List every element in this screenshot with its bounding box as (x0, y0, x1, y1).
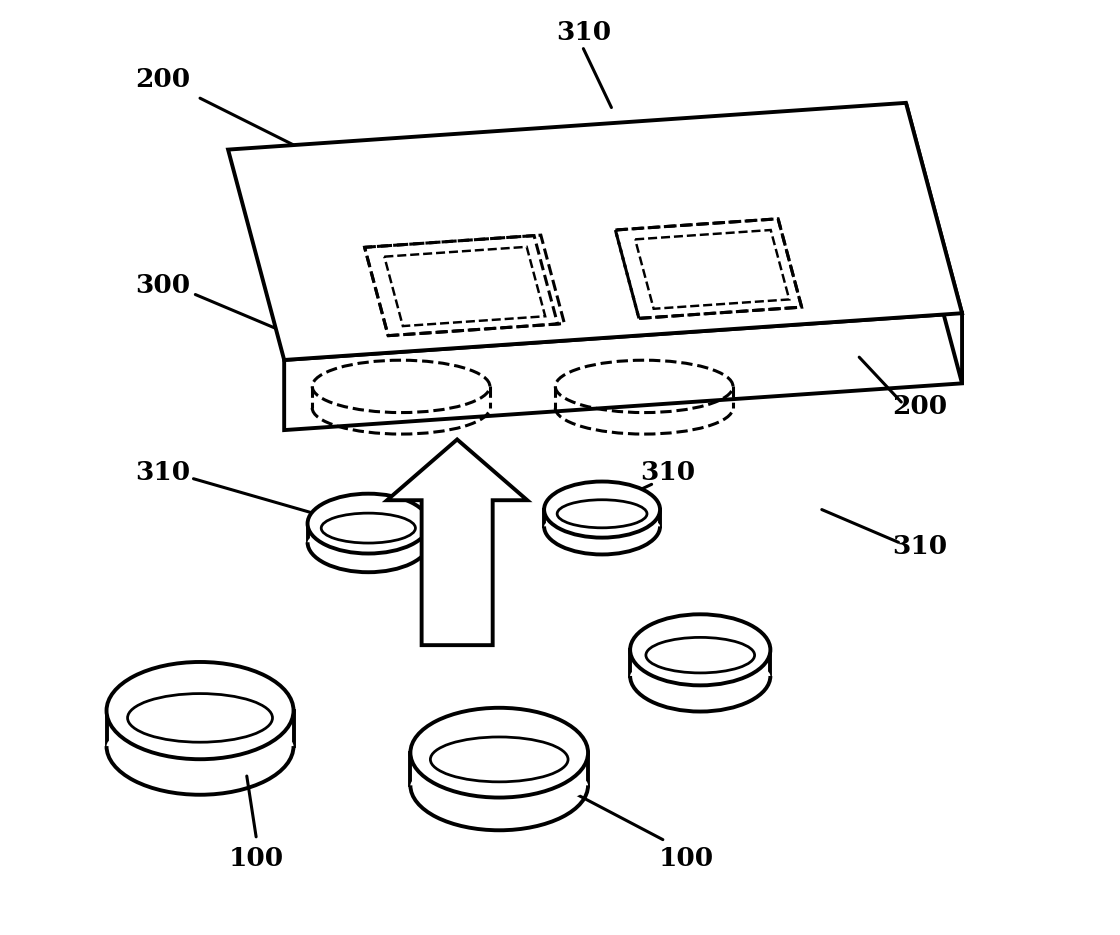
Ellipse shape (106, 722, 293, 770)
Polygon shape (631, 650, 771, 676)
Polygon shape (544, 510, 660, 526)
Polygon shape (106, 711, 293, 746)
Text: 310: 310 (556, 21, 610, 45)
Text: 100: 100 (228, 846, 283, 870)
Polygon shape (906, 103, 962, 383)
Text: 100: 100 (659, 846, 713, 870)
Ellipse shape (631, 614, 771, 685)
Text: 300: 300 (136, 273, 190, 297)
Ellipse shape (544, 482, 660, 538)
Ellipse shape (410, 763, 588, 808)
Text: 310: 310 (136, 460, 190, 484)
Ellipse shape (308, 527, 429, 557)
Ellipse shape (106, 662, 293, 759)
Polygon shape (284, 313, 962, 430)
Text: 310: 310 (893, 535, 948, 559)
Text: 200: 200 (893, 395, 948, 419)
Text: 310: 310 (640, 460, 696, 484)
Ellipse shape (631, 658, 771, 694)
Text: 200: 200 (136, 67, 190, 92)
Polygon shape (308, 524, 429, 542)
Ellipse shape (308, 494, 429, 554)
Polygon shape (388, 439, 528, 645)
Ellipse shape (410, 708, 588, 798)
Polygon shape (228, 103, 962, 360)
Ellipse shape (544, 512, 660, 540)
Polygon shape (410, 753, 588, 785)
